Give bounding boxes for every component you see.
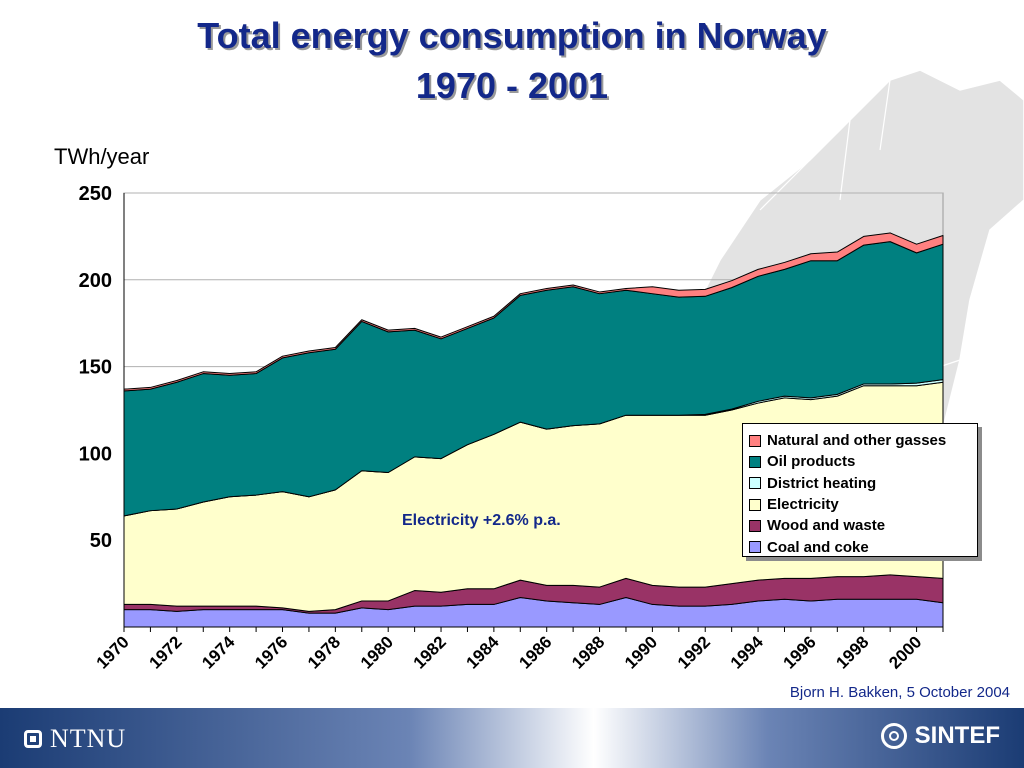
x-tick-label: 2000 [885, 632, 925, 672]
legend-label: District heating [767, 474, 877, 492]
area-natural-and-other-gasses [123, 232, 944, 392]
y-tick-label: 100 [79, 443, 112, 465]
x-tick-label: 1980 [357, 632, 397, 672]
x-tick-label: 1984 [463, 632, 504, 673]
x-tick-label: 1998 [832, 632, 872, 672]
sintef-logo-icon [880, 723, 907, 749]
legend-item: Coal and coke [749, 536, 977, 557]
chart-annotation: Electricity +2.6% p.a. [402, 512, 561, 529]
chart-legend: Natural and other gasses Oil products Dist… [742, 423, 978, 557]
sintef-logo-text: SINTEF [914, 722, 1000, 749]
ntnu-logo-text: NTNU [50, 724, 127, 753]
legend-swatch [749, 477, 761, 490]
legend-item: District heating [749, 473, 977, 494]
x-tick-label: 1986 [515, 632, 555, 672]
legend-item: Natural and other gasses [749, 430, 977, 451]
y-tick-label: 250 [79, 183, 112, 205]
legend-swatch [749, 498, 761, 511]
legend-swatch [749, 519, 761, 532]
legend-label: Oil products [767, 453, 856, 471]
x-tick-label: 1982 [410, 632, 450, 672]
legend-label: Coal and coke [767, 538, 869, 556]
legend-item: Oil products [749, 451, 977, 472]
legend-item: Electricity [749, 494, 977, 515]
x-tick-label: 1974 [198, 632, 239, 673]
slide-credit: Bjorn H. Bakken, 5 October 2004 [789, 684, 1010, 701]
ntnu-logo: NTNU [24, 724, 126, 754]
legend-label: Electricity [767, 496, 839, 514]
x-tick-label: 1976 [251, 632, 291, 672]
y-tick-label: 50 [90, 530, 112, 552]
footer-bar: NTNU SINTEF [0, 708, 1024, 768]
x-tick-label: 1994 [727, 632, 768, 673]
x-tick-label: 1988 [568, 632, 608, 672]
x-tick-label: 1996 [780, 632, 820, 672]
slide-subtitle: 1970 - 2001 [415, 65, 609, 106]
sintef-logo: SINTEF [880, 722, 1000, 750]
x-tick-label: 1972 [145, 632, 185, 672]
legend-swatch [749, 541, 761, 554]
y-tick-label: 150 [79, 357, 112, 379]
legend-label: Natural and other gasses [767, 432, 947, 450]
legend-swatch [749, 434, 761, 447]
legend-swatch [749, 455, 761, 468]
legend-label: Wood and waste [767, 517, 886, 535]
legend-item: Wood and waste [749, 515, 977, 536]
x-tick-label: 1970 [93, 632, 133, 672]
x-tick-label: 1992 [674, 632, 714, 672]
stacked-area-chart: 50 100 150 200 250 1970 1972 1974 1976 1978 1980 19… [79, 183, 944, 673]
ntnu-logo-icon [24, 730, 42, 748]
x-tick-label: 1978 [304, 632, 344, 672]
x-tick-label: 1990 [621, 632, 661, 672]
y-tick-label: 200 [79, 270, 112, 292]
slide-title: Total energy consumption in Norway [197, 15, 827, 56]
y-axis-unit-label: TWh/year [54, 144, 150, 169]
